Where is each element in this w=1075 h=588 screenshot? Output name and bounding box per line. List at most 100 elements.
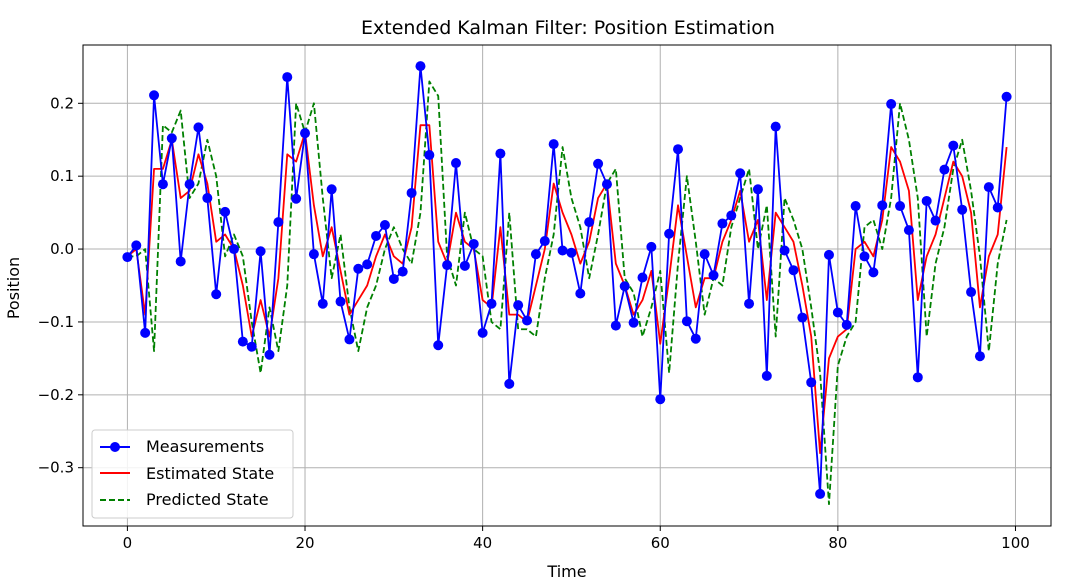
- measurement-point: [797, 312, 808, 323]
- series: [122, 61, 1012, 506]
- x-tick-label: 60: [651, 534, 670, 552]
- measurement-point: [601, 179, 612, 190]
- measurement-point: [664, 228, 675, 239]
- measurement-point: [442, 260, 453, 271]
- measurement-point: [655, 394, 666, 405]
- measurement-point: [202, 193, 213, 204]
- measurement-point: [903, 225, 914, 236]
- measurement-point: [815, 488, 826, 499]
- measurement-point: [317, 298, 328, 309]
- measurement-point: [912, 372, 923, 383]
- measurement-point: [504, 378, 515, 389]
- measurement-point: [184, 179, 195, 190]
- measurement-point: [326, 184, 337, 195]
- measurement-point: [353, 263, 364, 274]
- measurement-point: [335, 296, 346, 307]
- measurement-point: [459, 260, 470, 271]
- measurement-point: [237, 336, 248, 347]
- x-tick-label: 20: [295, 534, 314, 552]
- measurement-point: [522, 315, 533, 326]
- measurement-point: [388, 273, 399, 284]
- measurement-point: [273, 217, 284, 228]
- measurement-point: [246, 341, 257, 352]
- measurement-point: [877, 200, 888, 211]
- measurement-point: [699, 249, 710, 260]
- measurement-point: [637, 272, 648, 283]
- measurement-point: [806, 377, 817, 388]
- measurement-point: [823, 249, 834, 260]
- x-tick-label: 0: [123, 534, 133, 552]
- measurement-point: [157, 179, 168, 190]
- measurement-point: [149, 90, 160, 101]
- measurement-point: [548, 139, 559, 150]
- measurement-point: [939, 164, 950, 175]
- x-axis-label: Time: [546, 562, 586, 581]
- measurement-point: [513, 300, 524, 311]
- legend-estimated-label: Estimated State: [146, 464, 274, 483]
- measurement-point: [868, 267, 879, 278]
- measurement-point: [264, 349, 275, 360]
- measurement-point: [433, 340, 444, 351]
- measurement-point: [220, 206, 231, 217]
- measurement-point: [140, 327, 151, 338]
- measurement-point: [530, 249, 541, 260]
- measurement-point: [557, 245, 568, 256]
- measurement-point: [673, 144, 684, 155]
- measurement-point: [681, 316, 692, 327]
- measurement-point: [735, 168, 746, 179]
- measurement-point: [992, 202, 1003, 213]
- measurement-point: [690, 333, 701, 344]
- measurement-point: [415, 61, 426, 72]
- measurement-point: [193, 122, 204, 133]
- measurement-point: [468, 238, 479, 249]
- measurement-point: [344, 334, 355, 345]
- predicted-state-line: [127, 80, 1008, 506]
- measurement-point: [1001, 91, 1012, 102]
- legend: Measurements Estimated State Predicted S…: [91, 429, 294, 519]
- y-tick-label: −0.2: [38, 386, 74, 404]
- measurement-point: [300, 128, 311, 139]
- measurement-point: [495, 148, 506, 159]
- measurement-point: [788, 265, 799, 276]
- plot-frame: [82, 44, 1052, 527]
- measurement-point: [371, 230, 382, 241]
- measurement-point: [841, 319, 852, 330]
- legend-measurements-marker: [110, 442, 120, 452]
- measurement-point: [628, 317, 639, 328]
- measurement-point: [575, 288, 586, 299]
- measurement-point: [122, 252, 133, 263]
- measurement-point: [450, 158, 461, 169]
- legend-box: [91, 429, 294, 519]
- measurement-point: [717, 218, 728, 229]
- legend-predicted-label: Predicted State: [146, 490, 269, 509]
- measurement-point: [406, 187, 417, 198]
- y-axis-label: Position: [4, 257, 23, 319]
- measurement-point: [424, 150, 435, 161]
- measurement-point: [477, 327, 488, 338]
- measurement-point: [175, 256, 186, 267]
- measurement-point: [619, 281, 630, 292]
- chart-title: Extended Kalman Filter: Position Estimat…: [361, 17, 775, 39]
- measurement-point: [486, 298, 497, 309]
- measurement-point: [566, 247, 577, 258]
- y-tick-label: 0.2: [50, 94, 74, 112]
- measurement-point: [166, 133, 177, 144]
- y-tick-label: −0.3: [38, 459, 74, 477]
- measurement-point: [646, 241, 657, 252]
- measurement-point: [752, 184, 763, 195]
- measurement-point: [859, 251, 870, 262]
- measurement-point: [291, 193, 302, 204]
- measurement-point: [211, 289, 222, 300]
- measurement-point: [948, 140, 959, 151]
- measurement-point: [282, 72, 293, 83]
- measurement-point: [832, 307, 843, 318]
- legend-measurements-label: Measurements: [146, 437, 264, 456]
- y-tick-label: 0.1: [50, 167, 74, 185]
- measurement-point: [726, 210, 737, 221]
- measurement-point: [761, 370, 772, 381]
- measurement-point: [966, 287, 977, 298]
- measurement-point: [255, 246, 266, 257]
- measurement-point: [228, 244, 239, 255]
- measurement-point: [539, 236, 550, 247]
